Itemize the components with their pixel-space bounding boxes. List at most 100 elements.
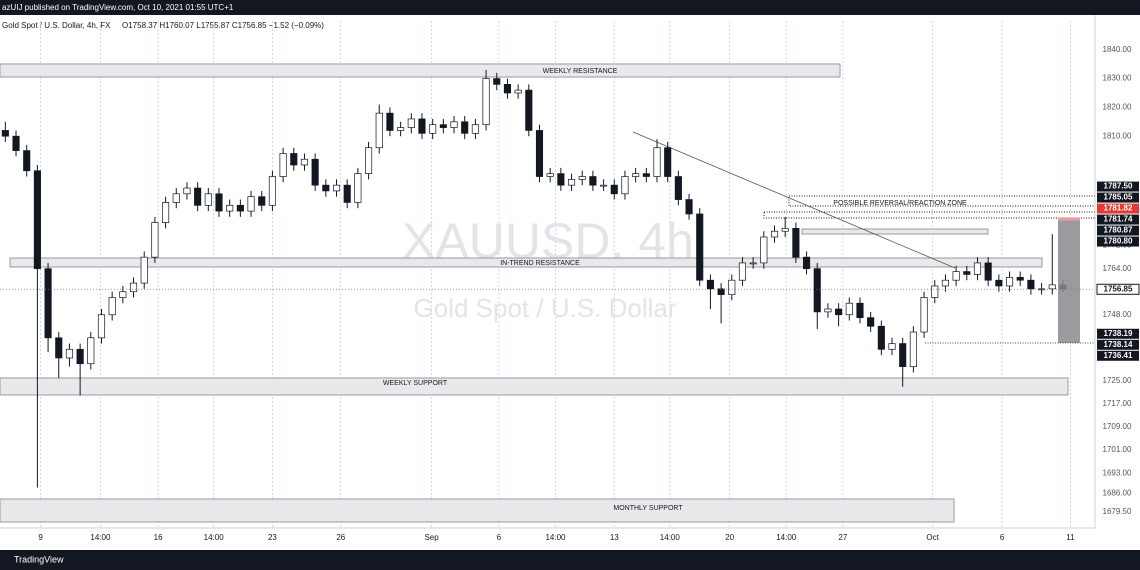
candle-body xyxy=(770,230,779,238)
y-tick-label: 1820.00 xyxy=(1103,103,1132,112)
zone xyxy=(9,257,1043,268)
candle-body xyxy=(696,213,704,281)
candle-body xyxy=(931,285,939,298)
x-tick-label: 14:00 xyxy=(90,533,111,542)
candle-body xyxy=(973,262,982,275)
candle-body xyxy=(204,193,212,206)
candle-body xyxy=(600,184,608,187)
candle-body xyxy=(610,184,618,195)
candle-body xyxy=(835,308,843,316)
candle-body xyxy=(183,187,191,195)
candle-body xyxy=(781,228,789,232)
price-label-box xyxy=(1097,339,1139,350)
price-axis xyxy=(1095,15,1140,550)
x-tick-label: 6 xyxy=(1000,533,1005,542)
price-label: 1738.19 xyxy=(1104,329,1133,338)
x-tick-label: 9 xyxy=(38,533,43,542)
candle-body xyxy=(482,78,490,126)
y-tick-label: 1830.00 xyxy=(1103,74,1132,83)
candle-body xyxy=(397,127,405,131)
candle-body xyxy=(151,222,159,258)
candle-body xyxy=(268,176,276,206)
candle-body xyxy=(749,262,757,265)
price-label: 1787.50 xyxy=(1104,182,1133,191)
candle-body xyxy=(664,147,672,177)
price-label-box xyxy=(1097,192,1139,203)
candle-body xyxy=(920,297,928,333)
candle-body xyxy=(963,271,971,275)
candle-body xyxy=(941,279,949,287)
brand: TradingView xyxy=(14,554,64,564)
candle-body xyxy=(525,89,533,131)
x-tick-label: 20 xyxy=(725,533,734,542)
candle-body xyxy=(493,78,501,85)
candle-body xyxy=(258,196,266,206)
candle-body xyxy=(365,147,373,174)
candle-body xyxy=(632,173,640,177)
candle-body xyxy=(824,308,832,313)
candle-body xyxy=(738,262,747,281)
candle-body xyxy=(55,337,63,359)
x-tick-label: 14:00 xyxy=(204,533,225,542)
zone-label: IN-TREND RESISTANCE xyxy=(500,260,580,267)
candle-body xyxy=(877,325,885,350)
zone xyxy=(763,211,1101,219)
candle-body xyxy=(236,204,244,212)
y-tick-label: 1717.00 xyxy=(1103,399,1132,408)
candle-body xyxy=(343,184,351,203)
candle-body xyxy=(557,173,565,186)
x-tick-label: 11 xyxy=(1066,533,1075,542)
candle-body xyxy=(589,176,597,186)
candle-body xyxy=(717,288,725,295)
zone-label: POSSIBLE REVERSAL/REACTION ZONE xyxy=(833,200,967,207)
candle-body xyxy=(97,314,106,339)
candle-body xyxy=(418,118,426,134)
candle-body xyxy=(1005,276,1014,287)
y-tick-label: 1725.00 xyxy=(1103,376,1132,385)
candle-body xyxy=(535,130,544,177)
price-label-box xyxy=(1097,225,1139,236)
y-tick-label: 1679.50 xyxy=(1103,507,1132,516)
price-label: 1780.87 xyxy=(1104,226,1133,235)
axes: 9 14:00 16 14:00 23 26 Sep 6 14:00 13 14:00 20 14:00… xyxy=(38,45,1140,542)
price-label: 1756.85 xyxy=(1104,284,1133,293)
y-tick-label: 1709.00 xyxy=(1103,422,1132,431)
x-tick-label: 26 xyxy=(336,533,345,542)
x-tick-label: 13 xyxy=(610,533,619,542)
candle-body xyxy=(65,348,73,359)
candle-body xyxy=(44,268,52,339)
x-tick-label: 6 xyxy=(497,533,502,542)
x-tick-label: 23 xyxy=(268,533,277,542)
price-label-box xyxy=(1097,236,1139,247)
x-tick-label: Oct xyxy=(926,533,939,542)
price-label-box xyxy=(1096,283,1140,295)
candle-body xyxy=(1,130,9,137)
candle-body xyxy=(728,279,736,295)
candle-body xyxy=(322,184,330,192)
candle-body xyxy=(845,302,853,316)
y-tick-label: 1764.00 xyxy=(1103,264,1132,273)
candle-body xyxy=(760,236,768,264)
candle-body xyxy=(653,147,661,177)
candle-body xyxy=(888,343,896,350)
candle-body xyxy=(33,170,41,270)
ohlc: O1758.37 H1760.07 L1755.87 C1756.85 −1.5… xyxy=(122,21,324,30)
candle-body xyxy=(311,158,319,186)
candle-body xyxy=(685,199,693,215)
symbol: Gold Spot / U.S. Dollar, 4h, FX xyxy=(2,21,111,30)
candle-body xyxy=(386,112,394,131)
position-target xyxy=(1058,217,1080,221)
y-tick-label: 1686.00 xyxy=(1103,488,1132,497)
candle-body xyxy=(215,193,223,212)
candle-body xyxy=(194,187,202,206)
price-label-box xyxy=(1097,328,1139,339)
candle-body xyxy=(803,256,811,270)
candle-body xyxy=(290,153,298,166)
candle-body xyxy=(108,297,116,316)
candle-body xyxy=(867,317,875,327)
candle-body xyxy=(279,153,287,177)
position-box xyxy=(1058,220,1080,344)
candle-body xyxy=(332,184,341,192)
